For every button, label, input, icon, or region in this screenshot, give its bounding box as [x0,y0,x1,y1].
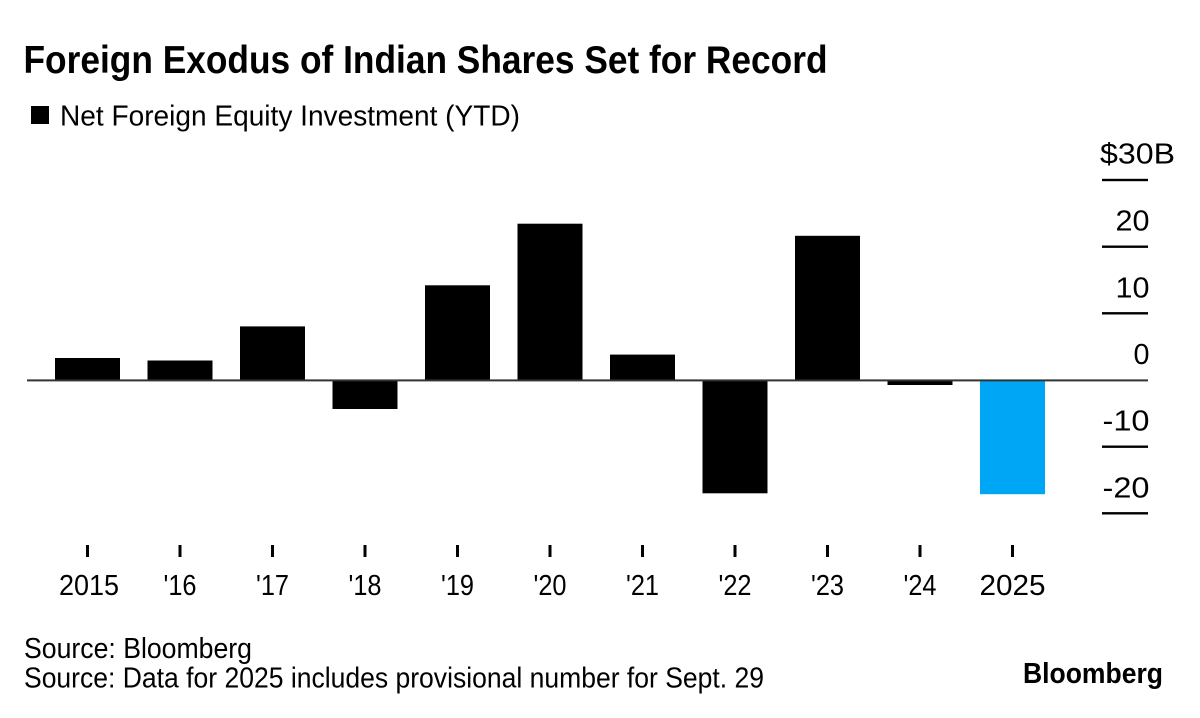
svg-text:'23: '23 [811,570,844,602]
svg-text:-20: -20 [1103,472,1150,504]
svg-text:2025: 2025 [980,570,1046,602]
svg-text:Net Foreign Equity Investment: Net Foreign Equity Investment (YTD) [60,101,520,133]
svg-text:'21: '21 [626,570,659,602]
svg-text:'19: '19 [441,570,474,602]
svg-text:'18: '18 [349,570,382,602]
svg-text:Source: Data for 2025 includes: Source: Data for 2025 includes provision… [24,663,764,695]
svg-text:-10: -10 [1103,406,1150,438]
svg-text:'17: '17 [256,570,289,602]
svg-text:20: 20 [1116,206,1150,238]
svg-text:'22: '22 [719,570,752,602]
svg-text:10: 10 [1116,272,1150,304]
svg-text:$30B: $30B [1100,139,1175,171]
svg-text:Source: Bloomberg: Source: Bloomberg [24,633,252,665]
svg-text:Foreign Exodus of Indian Share: Foreign Exodus of Indian Shares Set for … [24,39,828,82]
svg-text:Bloomberg: Bloomberg [1023,658,1163,690]
svg-text:'20: '20 [534,570,567,602]
svg-text:0: 0 [1134,339,1150,371]
svg-text:2015: 2015 [59,570,119,602]
svg-text:'16: '16 [164,570,197,602]
svg-text:'24: '24 [904,570,937,602]
